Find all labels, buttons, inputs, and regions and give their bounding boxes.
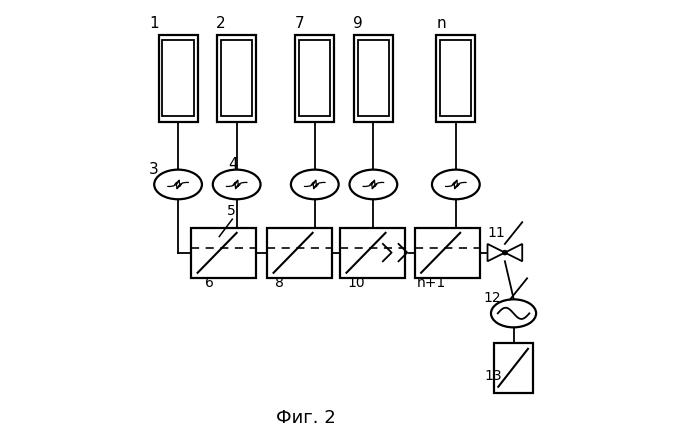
Text: 4: 4	[228, 157, 238, 172]
Polygon shape	[505, 244, 522, 261]
Bar	[221, 40, 252, 116]
Ellipse shape	[432, 170, 480, 199]
Text: 5: 5	[227, 204, 236, 218]
Bar	[415, 228, 480, 278]
Polygon shape	[487, 244, 505, 261]
Text: 6: 6	[206, 276, 215, 290]
Bar	[267, 228, 332, 278]
Text: 9: 9	[353, 16, 363, 31]
Text: 7: 7	[294, 16, 304, 31]
Text: Фиг. 2: Фиг. 2	[276, 408, 336, 427]
Ellipse shape	[291, 170, 338, 199]
Text: 12: 12	[483, 291, 500, 305]
Bar	[191, 228, 257, 278]
Bar	[440, 40, 471, 116]
Bar	[217, 35, 257, 122]
Bar	[354, 35, 393, 122]
Ellipse shape	[350, 170, 397, 199]
Circle shape	[503, 250, 507, 255]
Text: 3: 3	[149, 161, 159, 177]
Bar	[493, 343, 533, 393]
Text: 13: 13	[485, 369, 503, 383]
Bar	[295, 35, 334, 122]
Text: 2: 2	[216, 16, 226, 31]
Ellipse shape	[154, 170, 202, 199]
Text: n+1: n+1	[417, 276, 446, 290]
Ellipse shape	[212, 170, 261, 199]
Text: 1: 1	[149, 16, 159, 31]
Bar	[159, 35, 198, 122]
Text: 11: 11	[487, 226, 505, 240]
Bar	[436, 35, 475, 122]
Bar	[299, 40, 331, 116]
Text: 10: 10	[347, 276, 365, 290]
Bar	[358, 40, 389, 116]
Bar	[162, 40, 194, 116]
Ellipse shape	[491, 299, 536, 327]
Text: 8: 8	[275, 276, 284, 290]
Bar	[340, 228, 405, 278]
Text: n: n	[436, 16, 446, 31]
